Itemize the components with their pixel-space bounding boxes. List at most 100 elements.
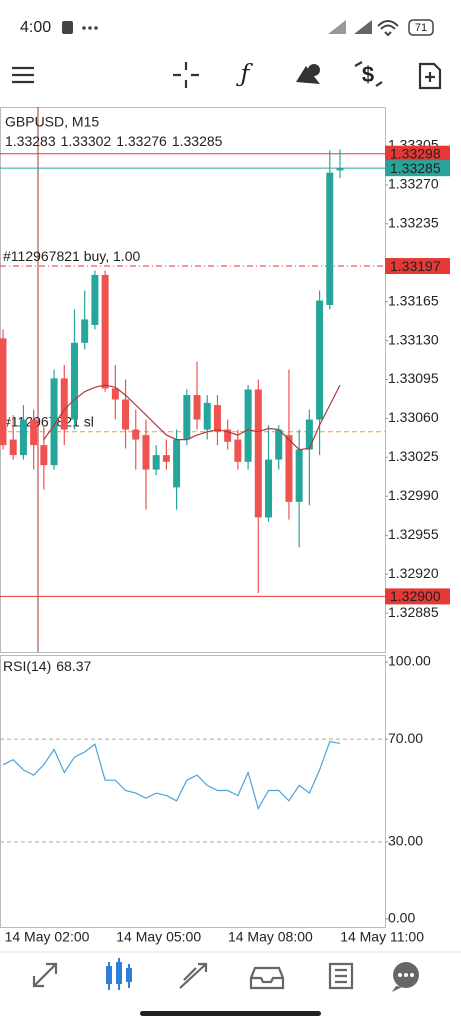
low-value: 1.33276 [116,133,167,149]
candle-body [9,439,17,456]
candle-body [152,455,160,470]
candle-body [234,439,242,462]
candle-body [19,419,27,456]
y-tick-label: 100.00 [388,653,431,669]
candle-body [173,439,181,488]
candle-body [244,389,252,462]
x-tick-label: 14 May 11:00 [340,929,424,945]
status-icon [62,21,73,34]
rsi-frame [0,655,386,928]
y-tick-label: 1.32955 [388,526,439,542]
price-tag-label: 1.33197 [390,258,441,274]
battery [408,19,434,36]
y-tick-label: 1.32920 [388,565,439,581]
status-dot [82,26,86,30]
y-tick-label: 0.00 [388,910,415,926]
candle-body [101,274,109,389]
candle-body [162,455,170,462]
y-tick-label: 70.00 [388,730,423,746]
candle-body [275,429,283,460]
candle-body [40,445,48,466]
home-indicator [140,1011,321,1016]
y-tick-label: 30.00 [388,833,423,849]
price-tag [385,258,450,275]
y-tick-label: 1.33095 [388,370,439,386]
candle-body [295,449,303,502]
x-tick-label: 14 May 02:00 [5,929,90,945]
history-tab[interactable] [249,966,285,990]
candle-body [326,172,334,305]
indicators-button[interactable]: ƒ [236,60,254,88]
status-dot [88,26,92,30]
candle-body [60,378,68,430]
rsi-line [2,741,341,811]
y-tick-label: 1.32990 [388,487,439,503]
candle-body [0,338,7,446]
candle-body [111,388,119,400]
price-tag-label: 1.33298 [390,145,441,161]
crosshair-button[interactable] [173,62,199,88]
y-tick-label: 1.33130 [388,331,439,347]
high-value: 1.33302 [61,133,112,149]
news-tab[interactable] [328,962,354,990]
chart-tab[interactable] [106,958,132,990]
rsi-name: RSI(14) [3,658,51,674]
open-value: 1.33283 [5,133,56,149]
quotes-tab[interactable] [32,962,58,988]
trade-button[interactable]: $ [354,61,383,87]
menu-button[interactable] [12,66,34,84]
status-dot [94,26,98,30]
candle-body [193,395,201,420]
new-order-button[interactable] [418,62,442,90]
status-time: 4:00 [20,19,51,36]
objects-button[interactable] [296,64,320,84]
candles [0,149,344,594]
close-value: 1.33285 [172,133,223,149]
y-tick-label: 1.33270 [388,176,439,192]
candle-body [316,300,324,420]
candle-body [213,405,221,432]
candle-body [50,378,58,466]
order-label: #112967821 sl [3,413,94,429]
candle-body [336,168,344,171]
price-tag-label: 1.33285 [390,160,441,176]
trade-tab[interactable] [179,962,208,989]
candle-body [81,319,89,343]
y-tick-label: 1.32885 [388,604,439,620]
chat-tab[interactable] [392,962,419,992]
rsi-value: 68.37 [56,658,91,674]
chart-title: GBPUSD, M15 [5,114,99,130]
candle-body [30,419,38,446]
candle-body [91,274,99,325]
y-tick-label: 1.33025 [388,448,439,464]
signal-icon [328,20,346,34]
candle-body [285,435,293,502]
wifi-icon [377,20,399,37]
y-tick-label: 1.33060 [388,409,439,425]
candle-body [70,342,78,420]
candle-body [142,435,150,470]
candle-body [224,429,232,442]
price-tag [385,588,450,605]
candle-body [254,389,262,518]
order-label: #112967821 buy, 1.00 [3,248,140,264]
candle-body [132,429,140,440]
ohlc-readout: 1.33283 1.33302 1.33276 1.33285 [5,133,223,149]
candle-body [305,419,313,450]
price-tag [385,160,450,177]
signal-icon [354,20,372,34]
svg-text:$: $ [362,62,374,87]
rsi-title: RSI(14) 68.37 [3,658,91,674]
candle-body [183,395,191,440]
candle-body [203,402,211,430]
candle-body [122,399,130,430]
battery-level: 71 [415,22,427,34]
x-tick-label: 14 May 08:00 [228,929,313,945]
candle-body [265,459,273,518]
x-tick-label: 14 May 05:00 [116,929,201,945]
svg-text:ƒ: ƒ [236,60,254,88]
y-tick-label: 1.33165 [388,292,439,308]
price-tag-label: 1.32900 [390,588,441,604]
